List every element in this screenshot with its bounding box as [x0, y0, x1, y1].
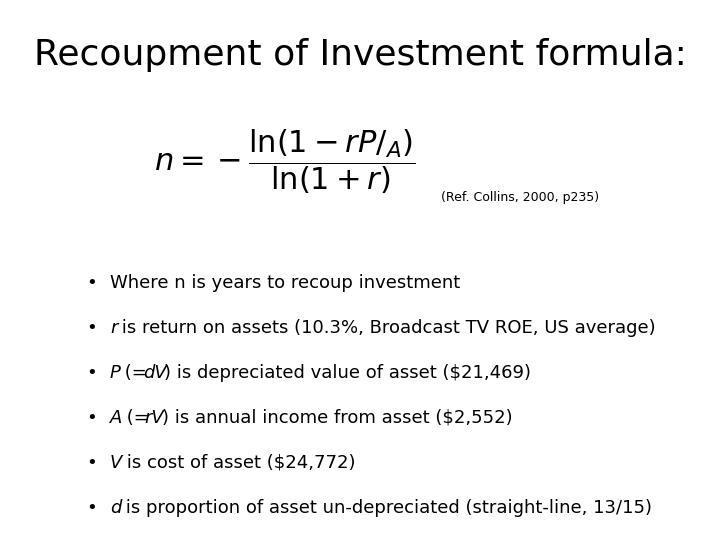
- Text: dV: dV: [143, 364, 167, 382]
- Text: is return on assets (10.3%, Broadcast TV ROE, US average): is return on assets (10.3%, Broadcast TV…: [117, 319, 656, 338]
- Text: Recoupment of Investment formula:: Recoupment of Investment formula:: [34, 38, 686, 72]
- Text: •: •: [86, 498, 96, 517]
- Text: •: •: [86, 274, 96, 293]
- Text: Where n is years to recoup investment: Where n is years to recoup investment: [110, 274, 460, 293]
- Text: ) is depreciated value of asset ($21,469): ) is depreciated value of asset ($21,469…: [164, 364, 531, 382]
- Text: P: P: [110, 364, 121, 382]
- Text: •: •: [86, 409, 96, 427]
- Text: d: d: [110, 498, 122, 517]
- Text: rV: rV: [145, 409, 165, 427]
- Text: V: V: [110, 454, 122, 472]
- Text: •: •: [86, 364, 96, 382]
- Text: A: A: [110, 409, 122, 427]
- Text: $n = -\dfrac{\ln(1 - rP/_{A})}{\ln(1 + r)}$: $n = -\dfrac{\ln(1 - rP/_{A})}{\ln(1 + r…: [154, 127, 415, 197]
- Text: •: •: [86, 454, 96, 472]
- Text: (=: (=: [121, 409, 148, 427]
- Text: is proportion of asset un-depreciated (straight-line, 13/15): is proportion of asset un-depreciated (s…: [120, 498, 652, 517]
- Text: •: •: [86, 319, 96, 338]
- Text: r: r: [110, 319, 117, 338]
- Text: is cost of asset ($24,772): is cost of asset ($24,772): [121, 454, 355, 472]
- Text: (=: (=: [120, 364, 147, 382]
- Text: (Ref. Collins, 2000, p235): (Ref. Collins, 2000, p235): [441, 191, 599, 204]
- Text: ) is annual income from asset ($2,552): ) is annual income from asset ($2,552): [162, 409, 513, 427]
